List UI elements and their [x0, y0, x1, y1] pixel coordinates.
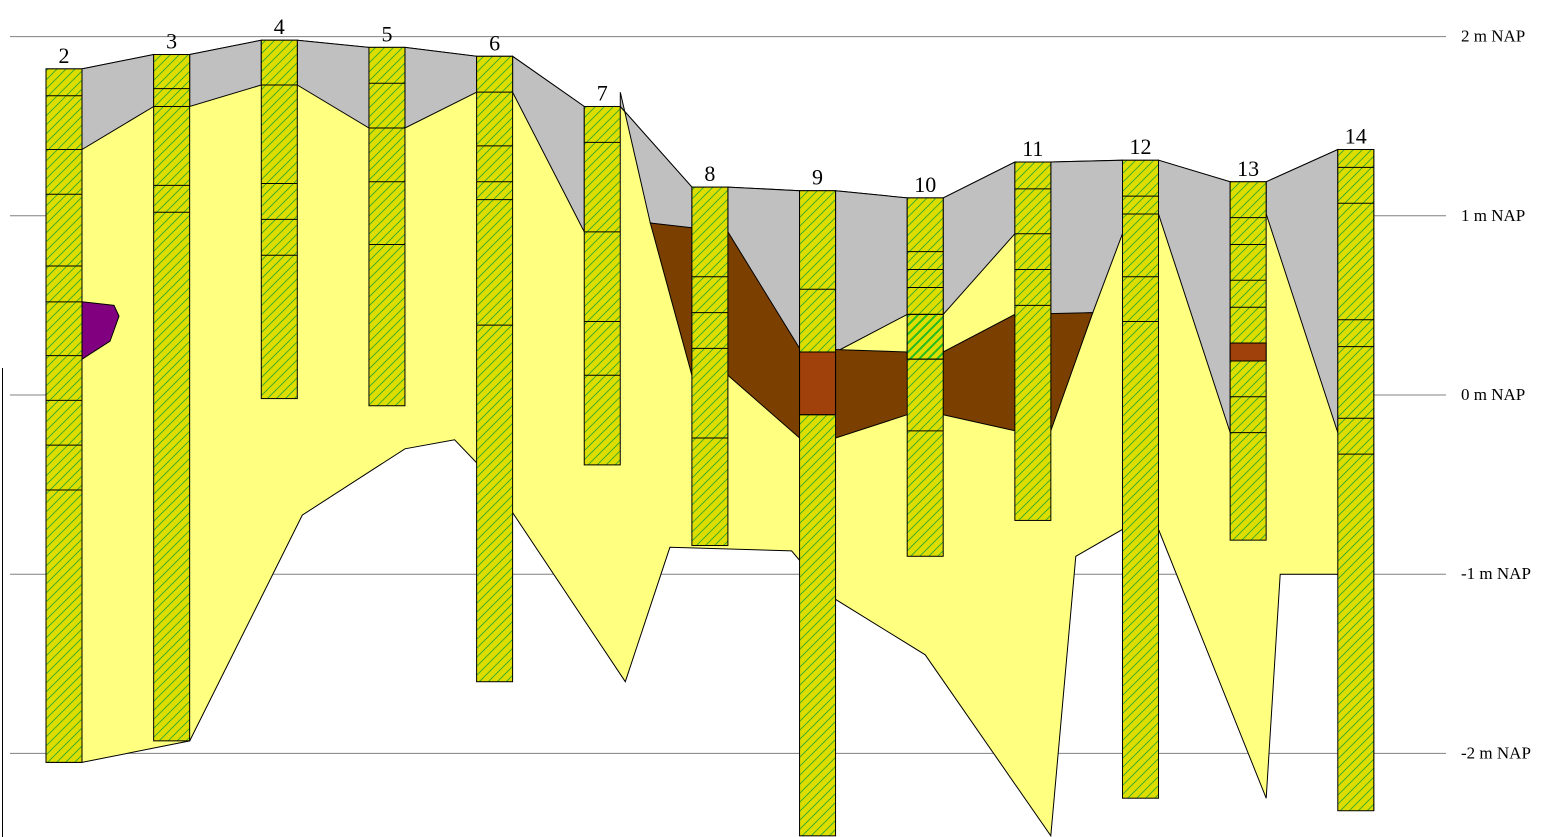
- boring-column: [476, 55, 514, 683]
- boring-label-8: 8: [704, 161, 715, 186]
- boring-label-11: 11: [1022, 136, 1043, 161]
- boring-8: [691, 186, 729, 547]
- boring-6: [476, 55, 514, 683]
- level-label: 0 m NAP: [1461, 385, 1525, 404]
- boring-label-2: 2: [59, 43, 70, 68]
- clay-segment: [906, 313, 944, 360]
- boring-14: [1337, 148, 1375, 812]
- boring-2: [45, 68, 83, 763]
- level-label: -2 m NAP: [1461, 743, 1531, 762]
- boring-3: [153, 54, 191, 742]
- boring-5: [368, 46, 406, 407]
- boring-12: [1122, 159, 1159, 799]
- peat-segment: [799, 351, 837, 416]
- boring-column: [906, 197, 944, 557]
- boring-label-5: 5: [381, 21, 392, 46]
- level-labels: 2 m NAP 1 m NAP 0 m NAP -1 m NAP -2 m NAP: [1461, 27, 1531, 763]
- boring-label-13: 13: [1237, 156, 1259, 181]
- boring-11: [1014, 161, 1052, 521]
- boring-column: [1122, 159, 1159, 799]
- level-label: -1 m NAP: [1461, 564, 1531, 583]
- boring-label-7: 7: [597, 80, 608, 105]
- boring-label-9: 9: [812, 165, 823, 190]
- level-label: 2 m NAP: [1461, 27, 1525, 46]
- boring-13: [1229, 181, 1267, 541]
- boring-9: [799, 190, 837, 837]
- boring-label-14: 14: [1345, 123, 1367, 148]
- boring-column: [799, 190, 837, 837]
- boring-column: [45, 68, 83, 763]
- level-label: 1 m NAP: [1461, 206, 1525, 225]
- boring-label-6: 6: [489, 30, 500, 55]
- boring-label-3: 3: [166, 29, 177, 54]
- boring-labels: 2 3 4 5 6 7 8 9 10 11 12 13 14: [59, 14, 1367, 197]
- boring-label-4: 4: [274, 14, 285, 39]
- peat-segment: [1229, 342, 1267, 362]
- boring-7: [583, 105, 621, 466]
- boring-column: [583, 105, 621, 466]
- boring-column: [1337, 148, 1375, 812]
- boring-column: [153, 54, 191, 742]
- boring-label-12: 12: [1130, 134, 1152, 159]
- boring-column: [1014, 161, 1052, 521]
- boring-label-10: 10: [914, 172, 936, 197]
- boring-column: [368, 46, 406, 407]
- boring-10: [906, 197, 944, 557]
- boring-4: [260, 39, 298, 400]
- boring-column: [691, 186, 729, 547]
- boring-columns: [45, 39, 1375, 837]
